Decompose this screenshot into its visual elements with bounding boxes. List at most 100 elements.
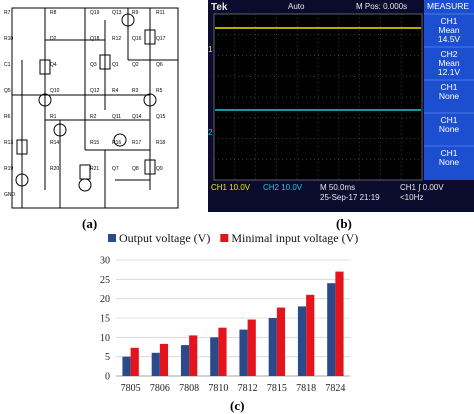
grid-dot xyxy=(296,54,298,55)
grid-dot xyxy=(274,158,275,160)
grid-dot xyxy=(222,55,223,56)
grid-dot xyxy=(338,96,339,98)
grid-dot xyxy=(246,55,247,56)
grid-dot xyxy=(374,138,375,139)
schematic-wires xyxy=(11,7,179,209)
measure-entry-4[interactable]: CH1 xyxy=(440,115,457,125)
grid-dot xyxy=(250,75,251,77)
bar-min-input-7808 xyxy=(189,335,198,376)
grid-dot xyxy=(234,34,235,36)
grid-dot xyxy=(246,96,247,98)
measure-entry-5[interactable]: None xyxy=(439,157,460,167)
grid-dot xyxy=(359,126,360,127)
grid-dot xyxy=(346,138,347,139)
grid-dot xyxy=(234,55,235,56)
grid-dot xyxy=(380,62,381,63)
measure-entry-1[interactable]: CH1 xyxy=(440,16,457,26)
grid-dot xyxy=(342,55,343,56)
grid-dot xyxy=(380,130,381,131)
grid-dot xyxy=(266,117,267,119)
bar-output-7818 xyxy=(297,306,307,376)
grid-dot xyxy=(338,106,340,107)
grid-dot xyxy=(338,114,340,115)
grid-dot xyxy=(338,62,340,63)
grid-dot xyxy=(234,138,235,139)
grid-dot xyxy=(322,34,323,36)
grid-dot xyxy=(255,58,256,59)
grid-dot xyxy=(338,98,340,99)
schematic-label: Q14 xyxy=(132,114,142,120)
grid-dot xyxy=(359,158,360,159)
bar-min-input-7810 xyxy=(218,327,227,376)
grid-dot xyxy=(317,106,319,107)
grid-dot xyxy=(334,138,335,139)
grid-dot xyxy=(296,82,298,83)
grid-dot xyxy=(380,30,381,31)
grid-dot xyxy=(410,117,411,119)
grid-dot xyxy=(255,14,256,15)
grid-dot xyxy=(338,14,340,15)
grid-dot xyxy=(258,75,259,77)
grid-dot xyxy=(296,58,298,59)
grid-dot xyxy=(317,66,319,67)
grid-dot xyxy=(338,130,340,131)
grid-dot xyxy=(380,50,381,51)
grid-dot xyxy=(255,22,256,23)
grid-dot xyxy=(314,55,315,56)
grid-dot xyxy=(294,34,295,36)
grid-dot xyxy=(370,117,371,119)
grid-dot xyxy=(380,90,381,91)
grid-dot xyxy=(326,138,327,139)
measure-entry-2[interactable]: Mean xyxy=(438,58,460,68)
schematic-label: Q8 xyxy=(132,166,139,172)
grid-dot xyxy=(276,26,277,27)
grid-dot xyxy=(255,154,256,155)
measure-entry-5[interactable]: CH1 xyxy=(440,148,457,158)
grid-dot xyxy=(214,75,215,77)
grid-dot xyxy=(296,70,298,71)
grid-dot xyxy=(234,94,236,95)
grid-dot xyxy=(318,117,319,119)
y-tick-label: 20 xyxy=(100,294,110,305)
measure-entry-4[interactable]: None xyxy=(439,124,460,134)
grid-dot xyxy=(358,117,359,119)
grid-dot xyxy=(402,34,403,36)
x-tick-label: 7824 xyxy=(325,383,345,394)
schematic-label: Q4 xyxy=(50,62,57,68)
grid-dot xyxy=(276,30,277,31)
measure-entry-1[interactable]: 14.5V xyxy=(438,34,461,44)
measure-entry-2[interactable]: 12.1V xyxy=(438,67,461,77)
grid-dot xyxy=(338,86,340,87)
grid-dot xyxy=(398,138,399,139)
grid-dot xyxy=(234,170,236,171)
grid-dot xyxy=(359,34,360,35)
measure-entry-1[interactable]: Mean xyxy=(438,25,460,35)
measure-entry-3[interactable]: None xyxy=(439,91,460,101)
grid-dot xyxy=(306,34,307,36)
grid-dot xyxy=(296,126,298,127)
grid-dot xyxy=(370,96,371,98)
grid-dot xyxy=(302,96,303,98)
grid-dot xyxy=(255,146,256,147)
grid-dot xyxy=(296,46,298,47)
schematic-label: R6 xyxy=(4,114,11,120)
grid-dot xyxy=(276,98,277,99)
grid-dot xyxy=(250,34,251,36)
grid-dot xyxy=(338,170,340,171)
grid-dot xyxy=(342,75,343,77)
measure-entry-3[interactable]: CH1 xyxy=(440,82,457,92)
grid-dot xyxy=(222,117,223,119)
grid-dot xyxy=(238,75,239,77)
grid-dot xyxy=(330,158,331,160)
schematic-label: R13 xyxy=(4,140,13,146)
grid-dot xyxy=(334,96,335,98)
grid-dot xyxy=(254,55,255,56)
measure-entry-2[interactable]: CH2 xyxy=(440,49,457,59)
grid-dot xyxy=(276,58,277,59)
grid-dot xyxy=(378,158,379,160)
grid-dot xyxy=(338,34,339,36)
grid-dot xyxy=(255,70,256,71)
grid-dot xyxy=(234,134,236,135)
grid-dot xyxy=(402,117,403,119)
grid-dot xyxy=(234,114,236,115)
